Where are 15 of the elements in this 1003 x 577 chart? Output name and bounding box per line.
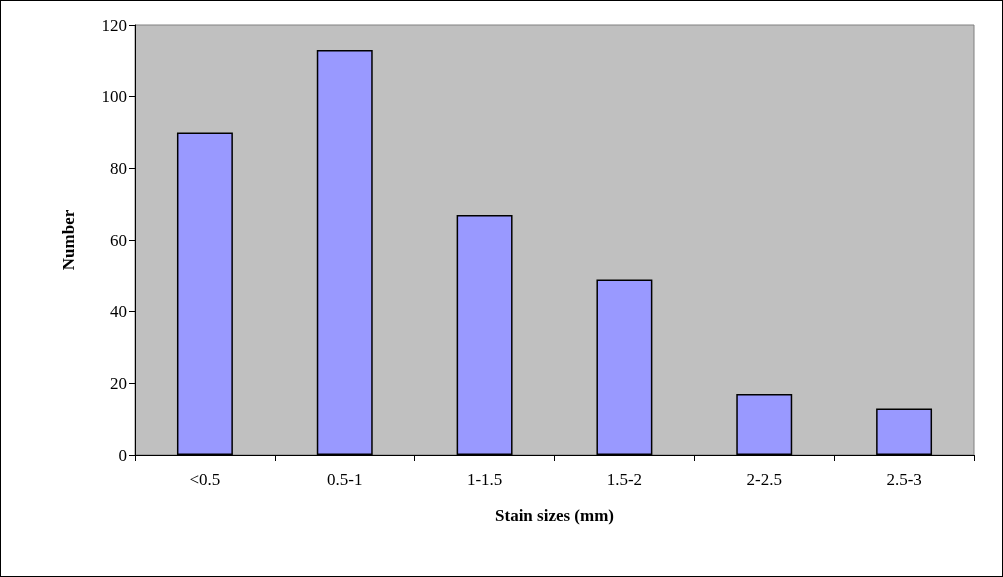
y-tick-label: 20 [110,373,127,393]
x-tick-label: 1.5-2 [606,470,643,489]
y-tick-label: 80 [110,158,127,178]
x-tick-label: 2.5-3 [886,470,922,489]
y-tick-label: 100 [101,87,127,107]
y-tick-label: 120 [101,15,127,35]
x-tick-label: <0.5 [189,470,221,489]
x-tick-label: 2-2.5 [746,470,782,489]
y-axis-title: Number [59,209,78,271]
y-tick-label: 60 [110,230,127,250]
y-tick-label: 0 [118,445,127,465]
x-tick-label: 1-1.5 [466,470,503,489]
y-tick-label: 40 [110,302,127,322]
x-axis-title: Stain sizes (mm) [495,506,614,525]
x-tick-label: 0.5-1 [327,470,363,489]
